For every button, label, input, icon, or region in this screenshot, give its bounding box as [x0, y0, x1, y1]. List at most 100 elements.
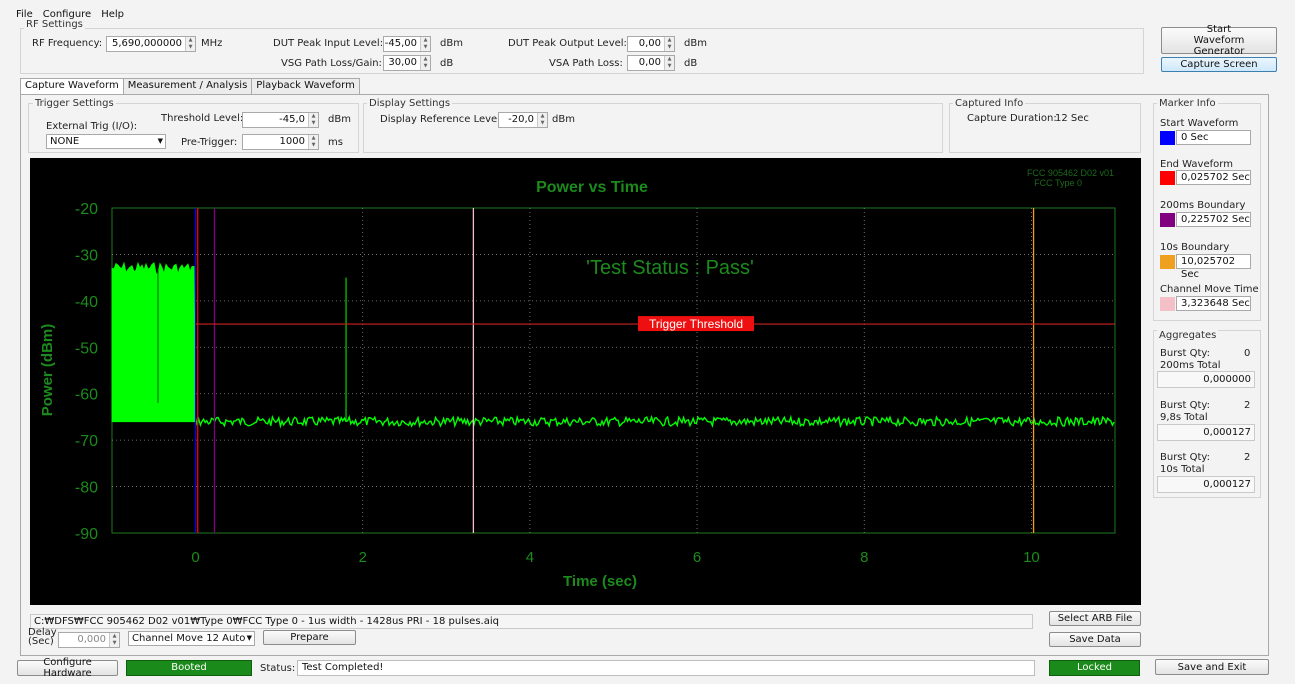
y-tick-label: -30	[75, 247, 98, 264]
tab-capture-waveform[interactable]: Capture Waveform	[20, 78, 124, 95]
menu-help[interactable]: Help	[101, 9, 125, 20]
threshold-level-value: -45,0	[279, 114, 305, 125]
spinner-arrows-icon[interactable]: ▲ ▼	[420, 37, 430, 51]
agg-200ms-total-label: 200ms Total	[1160, 360, 1221, 371]
marker-10s-swatch	[1160, 255, 1175, 269]
menu-file[interactable]: File	[16, 9, 33, 20]
display-ref-value: -20,0	[508, 114, 534, 125]
y-tick-label: -40	[75, 294, 98, 311]
start-waveform-button[interactable]: Start Waveform Generator	[1161, 24, 1277, 57]
marker-end-swatch	[1160, 171, 1175, 185]
dut-peak-output-field[interactable]: 0,00 ▲ ▼	[627, 36, 675, 52]
standard-note: FCC 905462 D02 v01	[1027, 168, 1114, 178]
status-text: Test Completed!	[297, 660, 1035, 676]
aggregates-group	[1153, 330, 1261, 498]
agg-10s-qty-label: Burst Qty:	[1160, 452, 1210, 463]
rf-settings-title: RF Settings	[24, 20, 85, 30]
trigger-threshold-label-bg	[638, 316, 754, 332]
external-trig-label: External Trig (I/O):	[46, 121, 138, 132]
delay-value: 0,000	[77, 634, 106, 645]
delay-unit-label: (Sec)	[28, 636, 54, 647]
agg-98s-qty: 2	[1244, 400, 1251, 411]
signal-noise-trace	[194, 414, 1115, 429]
vsa-path-value: 0,00	[638, 57, 661, 68]
vsa-path-unit: dB	[684, 58, 698, 69]
marker-start-label: Start Waveform	[1160, 118, 1239, 129]
spinner-arrows-icon[interactable]: ▲ ▼	[308, 113, 318, 127]
threshold-level-label: Threshold Level:	[161, 113, 244, 124]
status-label: Status:	[260, 663, 296, 674]
display-settings-title: Display Settings	[367, 98, 453, 109]
channel-move-select[interactable]: Channel Move 12 Auto ▼	[128, 631, 255, 646]
vsg-path-field[interactable]: 30,00 ▲ ▼	[383, 55, 431, 71]
power-vs-time-plot: -20 -30 -40 -50 -60 -70 -80 -90 0 2 4 6 8 10 Power vs …	[30, 158, 1141, 605]
x-tick-label: 0	[191, 549, 199, 566]
display-settings-group	[363, 103, 943, 153]
marker-10s-label: 10s Boundary	[1160, 242, 1230, 253]
agg-98s-total: 0,000127	[1157, 424, 1255, 441]
spinner-arrows-icon[interactable]: ▲ ▼	[109, 633, 119, 647]
pre-trigger-value: 1000	[279, 136, 305, 147]
menu-bar: File Configure Help	[16, 9, 124, 23]
pre-trigger-label: Pre-Trigger:	[181, 137, 238, 148]
spinner-arrows-icon[interactable]: ▲ ▼	[664, 56, 674, 70]
marker-start-swatch	[1160, 131, 1175, 145]
delay-field[interactable]: 0,000 ▲ ▼	[58, 632, 120, 648]
capture-screen-button[interactable]: Capture Screen	[1161, 57, 1277, 72]
vsa-path-label: VSA Path Loss:	[549, 58, 623, 69]
spinner-arrows-icon[interactable]: ▲ ▼	[664, 37, 674, 51]
channel-move-value: Channel Move 12 Auto	[132, 633, 246, 644]
y-tick-label: -80	[75, 480, 98, 497]
y-tick-label: -60	[75, 387, 98, 404]
marker-200ms-value: 0,225702 Sec	[1176, 212, 1251, 227]
dut-peak-output-label: DUT Peak Output Level:	[508, 38, 627, 49]
rf-settings-group	[20, 28, 1144, 74]
y-axis-label: Power (dBm)	[39, 324, 56, 417]
agg-10s-total: 0,000127	[1157, 476, 1255, 493]
threshold-level-field[interactable]: -45,0 ▲ ▼	[242, 112, 319, 128]
save-data-button[interactable]: Save Data	[1049, 632, 1141, 647]
marker-end-label: End Waveform	[1160, 159, 1233, 170]
x-tick-label: 8	[860, 549, 868, 566]
configure-hardware-button[interactable]: Configure Hardware	[17, 657, 118, 679]
spinner-arrows-icon[interactable]: ▲ ▼	[537, 113, 547, 127]
rf-frequency-input[interactable]: 5,690,000000 ▲ ▼	[106, 36, 196, 52]
booted-indicator: Booted	[126, 660, 252, 676]
captured-info-group	[949, 103, 1141, 153]
agg-10s-total-label: 10s Total	[1160, 464, 1205, 475]
pre-trigger-field[interactable]: 1000 ▲ ▼	[242, 134, 319, 150]
y-tick-label: -50	[75, 340, 98, 357]
save-and-exit-button[interactable]: Save and Exit	[1155, 659, 1269, 675]
agg-98s-qty-label: Burst Qty:	[1160, 400, 1210, 411]
arb-file-path: C:₩DFS₩FCC 905462 D02 v01₩Type 0₩FCC Typ…	[30, 614, 1033, 629]
tab-bar: Capture Waveform Measurement / Analysis …	[20, 78, 360, 95]
spinner-arrows-icon[interactable]: ▲ ▼	[185, 37, 195, 51]
spinner-arrows-icon[interactable]: ▲ ▼	[308, 135, 318, 149]
capture-duration-label: Capture Duration:	[967, 113, 1057, 124]
tab-measurement-analysis[interactable]: Measurement / Analysis	[122, 78, 253, 94]
trigger-settings-title: Trigger Settings	[33, 98, 116, 109]
threshold-level-unit: dBm	[328, 114, 351, 125]
display-ref-field[interactable]: -20,0 ▲ ▼	[498, 112, 548, 128]
signal-burst-block	[111, 261, 197, 423]
dut-peak-input-field[interactable]: -45,00 ▲ ▼	[383, 36, 431, 52]
vsa-path-field[interactable]: 0,00 ▲ ▼	[627, 55, 675, 71]
marker-channel-move-value: 3,323648 Sec	[1176, 296, 1251, 311]
power-chart-svg: -20 -30 -40 -50 -60 -70 -80 -90 0 2 4 6 8 10 Power vs …	[39, 168, 1116, 590]
external-trig-select[interactable]: NONE ▼	[46, 134, 166, 149]
rf-frequency-value: 5,690,000000	[112, 38, 182, 49]
test-status-text: 'Test Status : Pass'	[586, 257, 754, 279]
select-arb-file-button[interactable]: Select ARB File	[1049, 611, 1141, 626]
y-tick-label: -70	[75, 433, 98, 450]
menu-configure[interactable]: Configure	[42, 9, 92, 20]
external-trig-value: NONE	[50, 136, 80, 147]
vsg-path-value: 30,00	[388, 57, 417, 68]
dropdown-arrow-icon: ▼	[157, 137, 163, 145]
spinner-arrows-icon[interactable]: ▲ ▼	[420, 56, 430, 70]
tab-playback-waveform[interactable]: Playback Waveform	[251, 78, 360, 94]
delay-label: Delay	[28, 627, 57, 638]
dut-peak-input-unit: dBm	[440, 38, 463, 49]
dropdown-arrow-icon: ▼	[246, 634, 252, 642]
dut-peak-output-value: 0,00	[638, 38, 661, 49]
prepare-button[interactable]: Prepare	[263, 630, 356, 645]
